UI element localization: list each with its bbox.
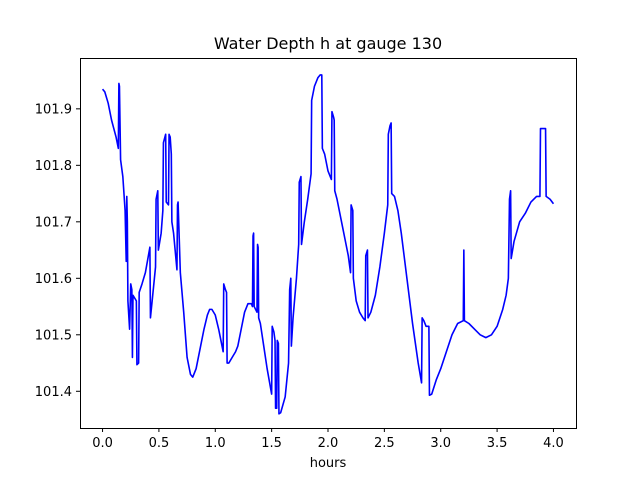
series-layer: [101, 74, 555, 415]
x-axis-label: hours: [310, 456, 347, 471]
y-tick-label: 101.9: [35, 102, 72, 117]
y-tick-label: 101.5: [35, 328, 72, 343]
x-tick-label: 2.0: [318, 436, 339, 451]
y-tick-label: 101.6: [35, 272, 72, 287]
y-axis: 101.4 101.5 101.6 101.7 101.8 101.9: [35, 102, 80, 400]
x-tick-label: 4.0: [543, 436, 564, 451]
x-axis: 0.0 0.5 1.0 1.5 2.0 2.5 3.0 3.5 4.0: [92, 428, 564, 451]
x-tick-label: 0.5: [149, 436, 170, 451]
x-tick-label: 3.5: [487, 436, 508, 451]
x-tick-label: 3.0: [430, 436, 451, 451]
y-tick-label: 101.4: [35, 385, 72, 400]
series-line-0: [101, 74, 555, 415]
x-tick-label: 1.0: [205, 436, 226, 451]
x-tick-label: 0.0: [92, 436, 113, 451]
chart-title: Water Depth h at gauge 130: [214, 34, 442, 53]
x-tick-label: 1.5: [261, 436, 282, 451]
y-tick-label: 101.7: [35, 215, 72, 230]
y-tick-label: 101.8: [35, 159, 72, 174]
x-tick-label: 2.5: [374, 436, 395, 451]
